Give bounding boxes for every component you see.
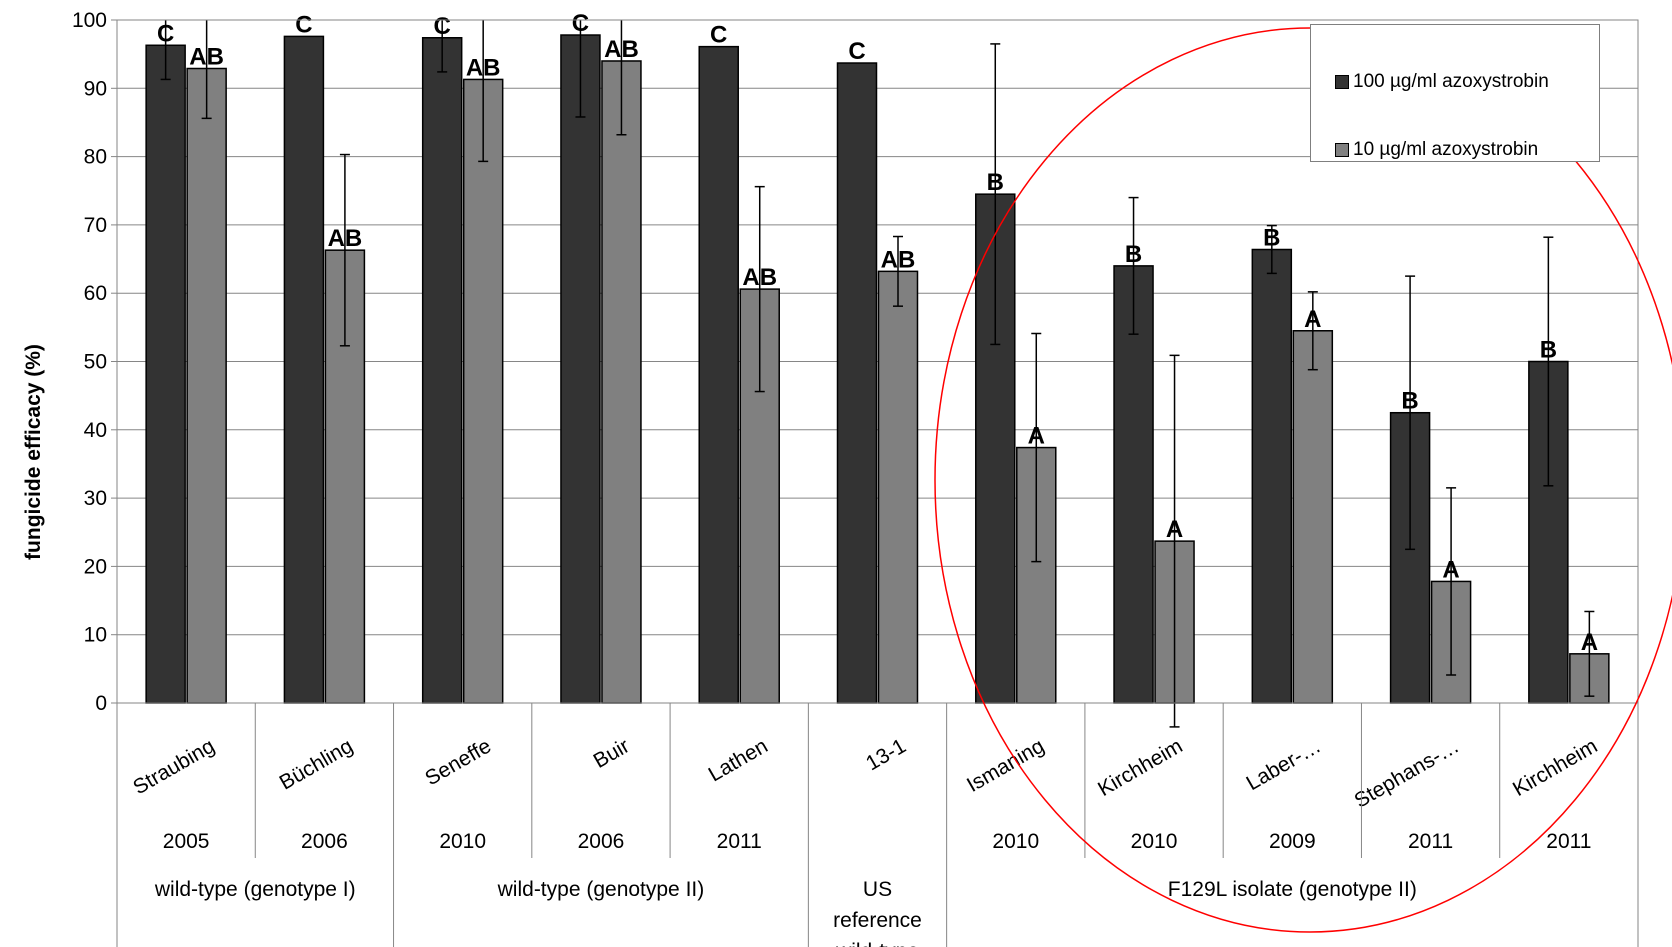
bar-series-0-2: [421, 37, 463, 704]
bar-series-1-2: [462, 78, 504, 704]
significance-letter-0-5: C: [848, 38, 865, 65]
year-label-6: 2010: [992, 830, 1039, 853]
x-tick-label-9: Stephans-…: [1350, 734, 1463, 812]
bar-series-0-1: [283, 35, 325, 704]
legend-item-series-1: 10 µg/ml azoxystrobin: [1335, 139, 1538, 161]
category-table: 2005 2006 2010 2006 2011 2010 2010 2009 2011 2011…: [116, 703, 1639, 947]
y-tick-labels: 0 10 20 30 40 50 60 70 80 90 100: [72, 9, 107, 715]
x-tick-label-10: Kirchheim: [1509, 734, 1601, 801]
year-label-2: 2010: [439, 830, 486, 853]
bars: [145, 34, 1610, 704]
significance-letter-1-1: AB: [328, 225, 363, 252]
bar-series-1-8: [1292, 330, 1334, 704]
significance-letter-0-3: C: [572, 10, 589, 37]
y-tick-label: 60: [84, 282, 107, 305]
significance-letter-0-6: B: [987, 169, 1004, 196]
group-label-0: wild-type (genotype I): [154, 878, 356, 901]
year-label-1: 2006: [301, 830, 348, 853]
significance-letter-1-2: AB: [466, 54, 501, 81]
significance-letter-1-4: AB: [742, 264, 777, 291]
x-tick-label-5: 13-1: [862, 734, 910, 775]
significance-letter-1-3: AB: [604, 36, 639, 63]
significance-letter-1-10: A: [1581, 629, 1598, 656]
significance-letter-1-0: AB: [189, 43, 224, 70]
bar-series-0-4: [698, 45, 739, 704]
x-tick-label-7: Kirchheim: [1094, 734, 1186, 801]
significance-letter-0-8: B: [1263, 224, 1280, 251]
bar-series-0-8: [1251, 248, 1293, 704]
y-tick-label: 90: [84, 77, 107, 100]
significance-letter-1-6: A: [1028, 423, 1045, 450]
bar-series-1-0: [186, 67, 227, 704]
error-bars: [160, 20, 1595, 728]
y-tick-label: 10: [84, 624, 107, 647]
x-tick-label-0: Straubing: [129, 734, 218, 799]
legend-swatch-1: [1335, 143, 1349, 157]
group-label-1: wild-type (genotype II): [497, 878, 705, 901]
y-tick-label: 80: [84, 146, 107, 169]
x-tick-label-4: Lathen: [705, 734, 772, 786]
y-axis-label: fungicide efficacy (%): [22, 344, 45, 560]
year-label-0: 2005: [163, 830, 210, 853]
significance-letter-0-2: C: [434, 13, 451, 40]
y-tick-label: 20: [84, 555, 107, 578]
year-label-3: 2006: [578, 830, 625, 853]
legend-label-1: 10 µg/ml azoxystrobin: [1353, 139, 1539, 160]
plot-frame: [116, 19, 1639, 704]
year-label-10: 2011: [1546, 830, 1591, 853]
y-tick-label: 100: [72, 9, 107, 32]
significance-letter-1-8: A: [1304, 306, 1321, 333]
significance-letter-1-7: A: [1166, 516, 1183, 543]
legend-item-series-0: 100 µg/ml azoxystrobin: [1335, 71, 1549, 93]
bar-series-0-3: [560, 34, 601, 704]
significance-letter-0-4: C: [710, 22, 727, 49]
y-tick-label: 40: [84, 419, 107, 442]
significance-letter-0-9: B: [1401, 388, 1418, 415]
legend: 100 µg/ml azoxystrobin 10 µg/ml azoxystr…: [1310, 24, 1600, 162]
significance-letter-1-5: AB: [881, 246, 916, 273]
year-label-4: 2011: [717, 830, 762, 853]
significance-letter-0-10: B: [1540, 337, 1557, 364]
axes: [111, 19, 1639, 704]
significance-letter-0-0: C: [157, 20, 174, 47]
y-tick-label: 30: [84, 487, 107, 510]
x-tick-labels: Straubing Büchling Seneffe Buir Lathen 13-1 Is…: [129, 734, 1601, 812]
group-label-2: USreferencewild-type: [833, 878, 922, 947]
legend-swatch-0: [1335, 75, 1349, 89]
bar-series-0-0: [145, 44, 186, 704]
y-tick-label: 70: [84, 214, 107, 237]
significance-letter-1-9: A: [1442, 556, 1459, 583]
bar-series-0-5: [836, 62, 878, 704]
group-label-3: F129L isolate (genotype II): [1168, 878, 1417, 901]
significance-letter-0-7: B: [1125, 241, 1142, 268]
x-tick-label-3: Buir: [590, 734, 634, 773]
y-tick-label: 50: [84, 351, 107, 374]
x-tick-label-2: Seneffe: [421, 734, 495, 790]
y-tick-label: 0: [95, 692, 107, 715]
significance-letter-0-1: C: [295, 11, 312, 38]
year-label-9: 2011: [1408, 830, 1453, 853]
legend-label-0: 100 µg/ml azoxystrobin: [1353, 71, 1549, 92]
x-tick-label-1: Büchling: [276, 734, 357, 794]
x-tick-label-8: Laber-…: [1243, 734, 1325, 795]
year-label-7: 2010: [1131, 830, 1178, 853]
year-label-8: 2009: [1269, 830, 1316, 853]
bar-series-1-5: [877, 270, 919, 704]
bar-series-1-3: [601, 60, 642, 704]
